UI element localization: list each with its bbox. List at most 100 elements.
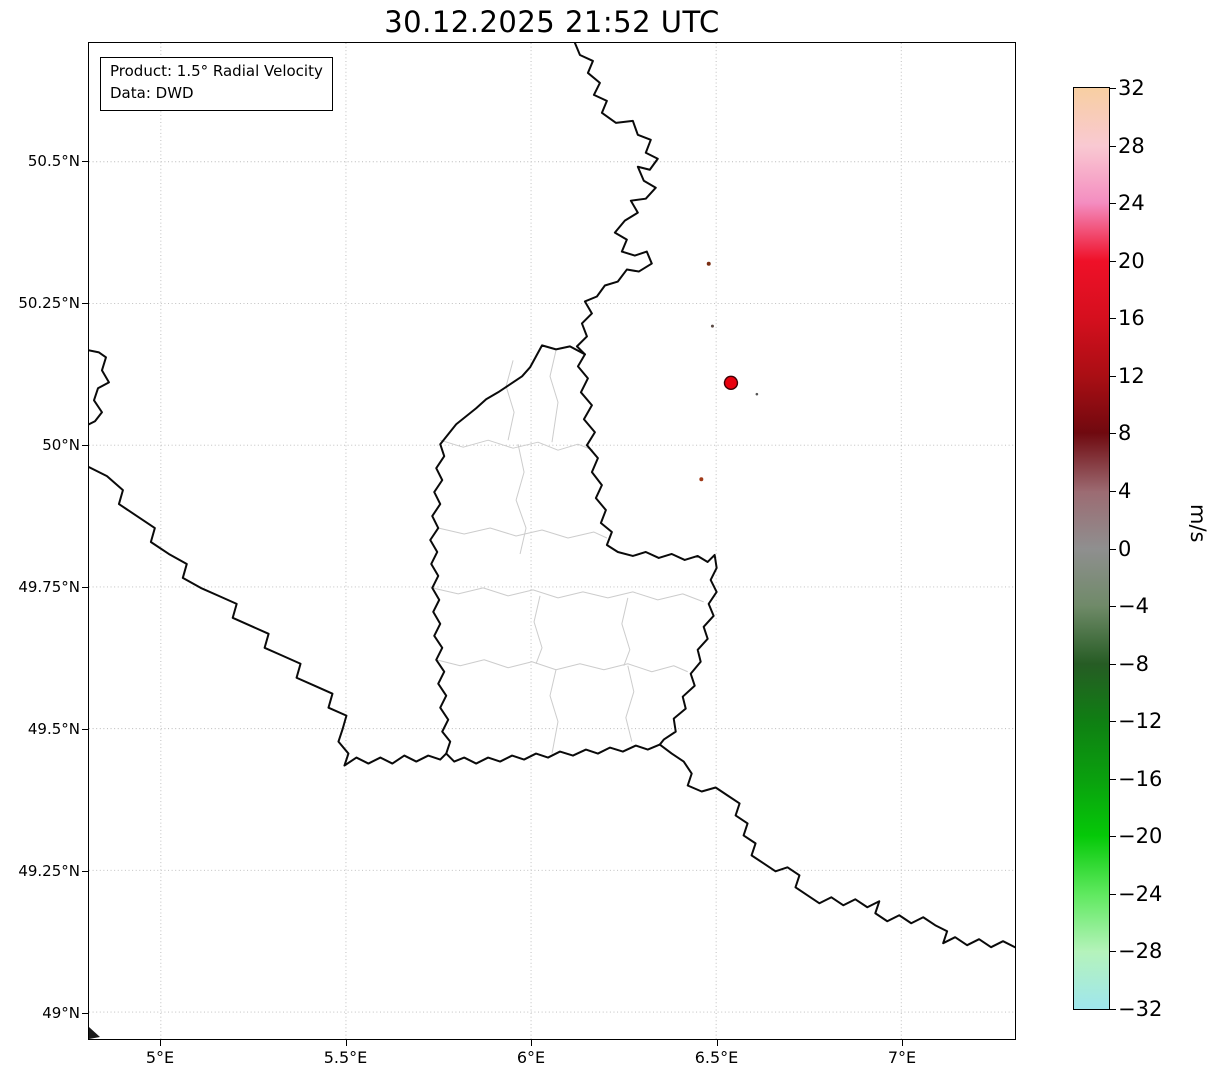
colorbar-segment [1074, 836, 1109, 895]
y-tick-mark [82, 445, 88, 446]
regional-border [438, 527, 608, 539]
colorbar-segment [1074, 260, 1109, 319]
x-tick-mark [531, 1040, 532, 1046]
colorbar-tick-label: −28 [1118, 939, 1163, 964]
radar-echo-points [699, 261, 759, 482]
x-tick-label: 5.5°E [323, 1048, 368, 1067]
colorbar-tick-label: 0 [1118, 536, 1132, 561]
y-tick-mark [82, 161, 88, 162]
colorbar-tick-label: 32 [1118, 76, 1145, 100]
regional-border [440, 439, 594, 451]
colorbar-tick-label: −32 [1118, 997, 1163, 1021]
regional-border [533, 595, 543, 664]
colorbar-tick-mark [1110, 490, 1116, 492]
colorbar-tick-label: 28 [1118, 133, 1145, 158]
colorbar-segment [1074, 548, 1109, 607]
colorbar-tick-label: −24 [1118, 881, 1163, 906]
map-plot-area: Product: 1.5° Radial Velocity Data: DWD [88, 42, 1016, 1040]
regional-border [625, 665, 635, 742]
colorbar-segment [1074, 490, 1109, 550]
radar-echo-point [755, 392, 759, 396]
y-tick-label: 50.25°N [18, 294, 80, 312]
radar-echo-point [706, 261, 711, 266]
y-tick-label: 49.5°N [27, 720, 80, 738]
radar-echo-point [699, 477, 704, 482]
x-tick-mark [902, 1040, 903, 1046]
colorbar-segment [1074, 778, 1109, 837]
border-france-germany [658, 743, 1015, 949]
product-info-box: Product: 1.5° Radial Velocity Data: DWD [100, 57, 333, 111]
colorbar-tick-label: 12 [1118, 363, 1145, 388]
colorbar-tick-mark [1110, 375, 1116, 377]
x-tick-label: 6.5°E [694, 1048, 739, 1067]
colorbar-tick-mark [1110, 318, 1116, 320]
admin-borders-luxembourg [432, 350, 704, 754]
x-tick-label: 5°E [145, 1048, 175, 1067]
data-source-label: Data: DWD [110, 83, 194, 102]
x-tick-mark [345, 1040, 347, 1046]
colorbar-tick-mark [1110, 606, 1116, 608]
colorbar-tick-mark [1110, 1009, 1116, 1010]
y-tick-label: 50°N [42, 436, 80, 454]
colorbar-tick-mark [1110, 433, 1116, 435]
colorbar-segment [1074, 203, 1109, 262]
border-germany-belgium [573, 43, 659, 356]
y-tick-label: 49°N [42, 1004, 80, 1022]
colorbar-tick-mark [1110, 88, 1116, 89]
border-corner-fragment [89, 1027, 100, 1039]
x-tick-mark [160, 1040, 161, 1046]
y-tick-mark [82, 303, 88, 304]
national-borders [89, 43, 1015, 1039]
colorbar-tick-mark [1110, 951, 1116, 953]
y-tick-label: 50.5°N [27, 152, 80, 170]
colorbar-tick-mark [1110, 260, 1116, 262]
regional-border [515, 444, 527, 555]
regional-border [505, 360, 515, 441]
colorbar-tick-mark [1110, 721, 1116, 723]
colorbar-tick-label: 20 [1118, 248, 1145, 273]
regional-border [436, 659, 688, 673]
colorbar-segment [1074, 663, 1109, 722]
y-tick-label: 49.75°N [18, 578, 80, 596]
colorbar-segment [1074, 145, 1109, 204]
y-tick-label: 49.25°N [18, 862, 80, 880]
colorbar-tick-label: −8 [1118, 651, 1149, 676]
colorbar-tick-mark [1110, 203, 1116, 205]
regional-border [432, 587, 704, 603]
border-france-belgium [89, 466, 448, 767]
colorbar-tick-label: −12 [1118, 709, 1163, 734]
colorbar-tick-label: −4 [1118, 594, 1149, 619]
regional-border [549, 669, 559, 754]
radar-echo-point [723, 375, 739, 391]
colorbar-tick-mark [1110, 836, 1116, 838]
colorbar-segment [1074, 433, 1109, 492]
regional-border [621, 597, 631, 666]
colorbar-tick-label: 8 [1118, 421, 1132, 446]
x-tick-label: 6°E [516, 1048, 546, 1067]
border-givet-salient [89, 349, 110, 426]
colorbar-segment [1074, 893, 1109, 953]
x-tick-mark [716, 1040, 718, 1046]
y-tick-mark [82, 729, 88, 730]
colorbar-tick-label: −20 [1118, 824, 1163, 849]
colorbar-tick-mark [1110, 778, 1116, 780]
colorbar-segment [1074, 318, 1109, 377]
y-tick-mark [82, 1013, 88, 1014]
y-tick-mark [82, 587, 88, 588]
colorbar-tick-label: 16 [1118, 306, 1145, 331]
colorbar-tick-mark [1110, 548, 1116, 550]
colorbar-unit-label: m/s [1186, 504, 1210, 543]
y-tick-mark [82, 871, 88, 872]
colorbar-segment [1074, 88, 1109, 147]
product-label: Product: 1.5° Radial Velocity [110, 62, 323, 80]
colorbar-segment [1074, 721, 1109, 780]
colorbar-tick-label: 4 [1118, 478, 1132, 503]
map-svg [89, 43, 1015, 1039]
colorbar-tick-mark [1110, 663, 1116, 665]
colorbar-tick-mark [1110, 893, 1116, 895]
x-tick-label: 7°E [887, 1048, 917, 1067]
colorbar [1073, 87, 1110, 1010]
colorbar-tick-label: −16 [1118, 766, 1163, 791]
colorbar-segment [1074, 606, 1109, 665]
